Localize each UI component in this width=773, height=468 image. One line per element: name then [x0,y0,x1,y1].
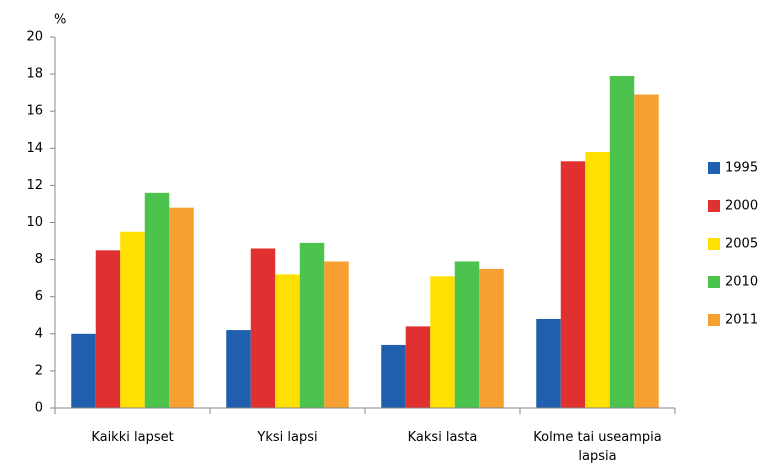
bar [299,242,325,408]
y-tick-label: 12 [26,178,43,193]
legend-label: 2005 [725,237,758,252]
x-tick-label: Kolme tai useampia lapsia [533,430,662,464]
y-tick-label: 0 [35,401,43,416]
bar [226,330,251,408]
y-tick-label: 18 [26,67,43,82]
bar [609,75,635,408]
bar [479,268,504,408]
bar [585,152,610,408]
y-tick-label: 10 [26,215,43,230]
bar [275,274,300,408]
y-axis-label: % [54,13,66,28]
bar [169,207,194,408]
legend-swatch [708,276,720,288]
bar [560,161,586,408]
bar [536,318,561,408]
legend-label: 2010 [725,275,758,290]
x-tick-label: Kaikki lapset [91,430,174,445]
bar [405,326,431,408]
y-tick-label: 4 [35,326,43,341]
legend-label: 1995 [725,161,758,176]
bar [250,248,276,408]
bar [634,94,659,408]
legend-label: 2000 [725,199,758,214]
x-tick-label: Yksi lapsi [257,430,318,445]
y-tick-label: 16 [26,104,43,119]
legend-swatch [708,314,720,326]
bar [95,250,121,408]
y-tick-label: 8 [35,252,43,267]
legend-swatch [708,238,720,250]
bar [430,276,455,408]
legend-swatch [708,162,720,174]
x-tick-label: Kaksi lasta [407,430,478,445]
bar [120,231,145,408]
y-tick-label: 14 [26,141,43,156]
bar [144,192,170,408]
y-tick-label: 2 [35,363,43,378]
legend-swatch [708,200,720,212]
y-tick-label: 6 [35,289,43,304]
bar [324,261,349,408]
bar [454,261,480,408]
y-tick-label: 20 [26,30,43,45]
legend-label: 2011 [725,313,758,328]
bar [381,344,406,408]
bar [71,333,96,408]
